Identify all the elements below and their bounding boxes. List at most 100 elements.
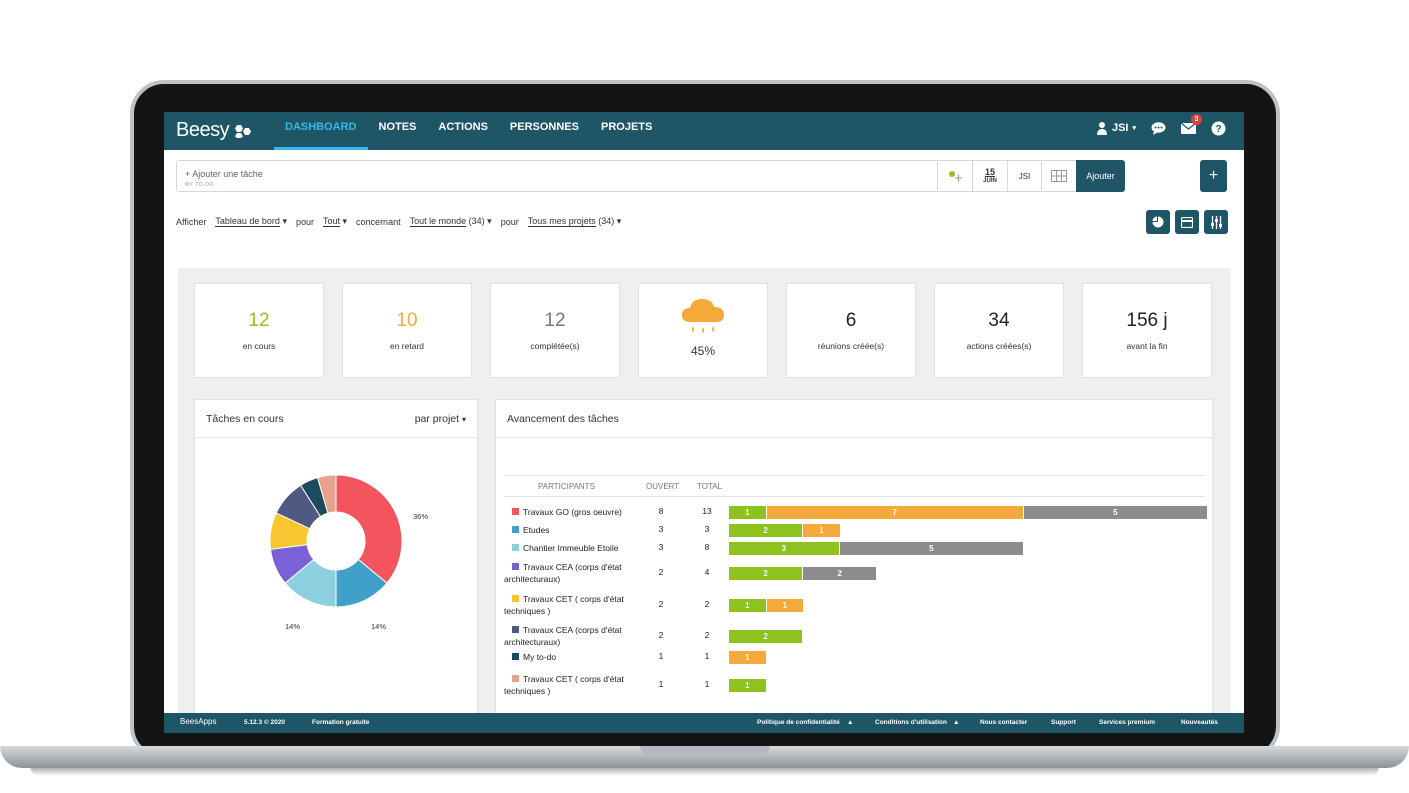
kpi-reunions[interactable]: 6 réunions créée(s) <box>786 283 916 378</box>
progress-bar-segment[interactable]: 5 <box>1023 505 1207 519</box>
nav-dashboard[interactable]: DASHBOARD <box>274 112 368 150</box>
col-participants: PARTICIPANTS <box>538 482 595 491</box>
plus-button[interactable]: + <box>1200 160 1227 192</box>
open-count: 8 <box>658 506 664 516</box>
open-count: 3 <box>658 524 664 534</box>
kpi-value: 12 <box>248 310 270 331</box>
caret-up-icon: ▲ <box>847 719 854 726</box>
filter-view-select[interactable]: Tableau de bord ▾ <box>215 216 287 227</box>
kpi-avant-fin[interactable]: 156 j avant la fin <box>1082 283 1212 378</box>
kpi-value: 34 <box>988 310 1010 331</box>
progress-bar-segment[interactable]: 2 <box>803 566 877 580</box>
top-navbar: Beesy DASHBOARD NOTES ACTIONS PERSONNES … <box>164 112 1244 150</box>
total-count: 1 <box>704 651 710 661</box>
kpi-label: réunions créée(s) <box>817 341 885 351</box>
kpi-label: avant la fin <box>1126 341 1168 351</box>
card-view-button[interactable] <box>1175 210 1199 234</box>
col-total: TOTAL <box>697 482 723 491</box>
progress-bar-segment[interactable]: 1 <box>729 650 766 664</box>
nav-personnes[interactable]: PERSONNES <box>509 121 579 133</box>
priority-button[interactable] <box>937 161 972 191</box>
filter-scope-select[interactable]: Tout ▾ <box>322 216 348 227</box>
legend-swatch <box>512 544 519 551</box>
pie-label: 14% <box>371 622 387 631</box>
progress-bar-segment[interactable]: 1 <box>729 505 766 519</box>
kpi-en-retard[interactable]: 10 en retard <box>342 283 472 378</box>
progress-bar-segment[interactable]: 1 <box>803 523 840 537</box>
logo[interactable]: Beesy <box>176 119 255 142</box>
filter-people-select[interactable]: Tout le monde (34) ▾ <box>409 216 492 227</box>
chevron-down-icon: ▾ <box>461 414 466 424</box>
kpi-weather[interactable]: 45% <box>638 283 768 378</box>
nav-notes[interactable]: NOTES <box>378 121 417 133</box>
settings-button[interactable] <box>1204 210 1228 234</box>
add-task-button[interactable]: Ajouter <box>1076 160 1125 192</box>
kpi-label: complétée(s) <box>530 341 580 351</box>
add-task-input[interactable]: + Ajouter une tâche <box>185 169 263 179</box>
nav-actions[interactable]: ACTIONS <box>438 121 488 133</box>
mail-icon[interactable]: 3 <box>1180 114 1202 136</box>
filter-concernant-label: concernant <box>356 216 401 227</box>
col-ouvert: OUVERT <box>646 482 680 491</box>
progress-bar-segment[interactable]: 1 <box>729 598 766 612</box>
progress-bar-segment[interactable]: 2 <box>729 523 803 537</box>
total-count: 3 <box>704 524 710 534</box>
progress-bar-segment[interactable]: 7 <box>766 505 1023 519</box>
kpi-weather-value: 45% <box>690 344 716 358</box>
progress-bar-segment[interactable]: 1 <box>729 678 766 692</box>
kpi-actions[interactable]: 34 actions créées(s) <box>934 283 1064 378</box>
table-header: PARTICIPANTS OUVERT TOTAL <box>504 475 1205 497</box>
chevron-down-icon: ▾ <box>342 216 348 226</box>
chart-view-button[interactable] <box>1146 210 1170 234</box>
chevron-down-icon: ▾ <box>616 216 622 226</box>
filter-projects-count: (34) <box>598 216 615 226</box>
assignee-button[interactable]: JSI <box>1007 161 1041 191</box>
progress-bar-segment[interactable]: 3 <box>729 541 839 555</box>
open-count: 2 <box>658 630 664 640</box>
open-count: 1 <box>658 651 664 661</box>
progress-bar-segment[interactable]: 2 <box>729 566 803 580</box>
participant-label: My to-do <box>523 652 557 662</box>
footer-brand[interactable]: BeesApps <box>180 717 217 726</box>
laptop-base <box>0 746 1409 768</box>
board-button[interactable] <box>1041 161 1076 191</box>
footer-contact-link[interactable]: Nous contacter <box>980 719 1028 726</box>
filter-projects-select[interactable]: Tous mes projets (34) ▾ <box>527 216 622 227</box>
help-icon[interactable]: ? <box>1210 120 1226 136</box>
due-date-button[interactable]: 15 JUIN <box>972 161 1007 191</box>
pie-slice[interactable] <box>316 474 337 514</box>
tasks-in-progress-panel: Tâches en cours par projet ▾ 36% 14% 14% <box>194 399 478 733</box>
filter-scope-value: Tout <box>322 216 340 227</box>
caret-up-icon: ▲ <box>953 719 960 726</box>
nav-right: JSI ▾ 3 ? <box>1096 114 1226 136</box>
panel-title: Tâches en cours <box>206 412 284 425</box>
progress-bar-segment[interactable]: 1 <box>766 598 804 612</box>
kpi-en-cours[interactable]: 12 en cours <box>194 283 324 378</box>
participant-label: Travaux CEA (corps d'état architecturaux… <box>504 625 622 647</box>
footer-privacy-link[interactable]: Politique de confidentialité <box>757 719 840 726</box>
footer-news-link[interactable]: Nouveautés <box>1181 719 1218 726</box>
kpi-completees[interactable]: 12 complétée(s) <box>490 283 620 378</box>
svg-text:?: ? <box>1215 124 1221 135</box>
laptop-notch <box>640 746 770 754</box>
progress-bar-segment[interactable]: 5 <box>839 541 1023 555</box>
pie-slice[interactable] <box>335 474 403 584</box>
participant-name: Travaux CET ( corps d'état techniques ) <box>504 593 646 617</box>
footer-terms-link[interactable]: Conditions d'utilisation <box>875 719 947 726</box>
chat-icon[interactable] <box>1150 120 1166 136</box>
due-date-month: JUIN <box>983 177 997 184</box>
logo-hex-icon <box>235 124 252 138</box>
footer-support-link[interactable]: Support <box>1051 719 1076 726</box>
filter-line: Afficher Tableau de bord ▾ pour Tout ▾ c… <box>176 216 621 227</box>
progress-bar-segment[interactable]: 2 <box>729 629 803 643</box>
user-menu[interactable]: JSI ▾ <box>1096 121 1136 135</box>
participant-name: Chantier Immeuble Etoile <box>504 542 646 554</box>
legend-swatch <box>512 653 519 660</box>
footer-premium-link[interactable]: Services premium <box>1099 719 1156 726</box>
footer-training-link[interactable]: Formation gratuite <box>312 719 370 726</box>
legend-swatch <box>512 675 519 682</box>
nav-projets[interactable]: PROJETS <box>600 121 653 133</box>
group-by-select[interactable]: par projet ▾ <box>415 413 466 425</box>
panel-header: Avancement des tâches <box>496 400 1212 438</box>
add-task-context: MY TO-DO <box>185 182 214 188</box>
